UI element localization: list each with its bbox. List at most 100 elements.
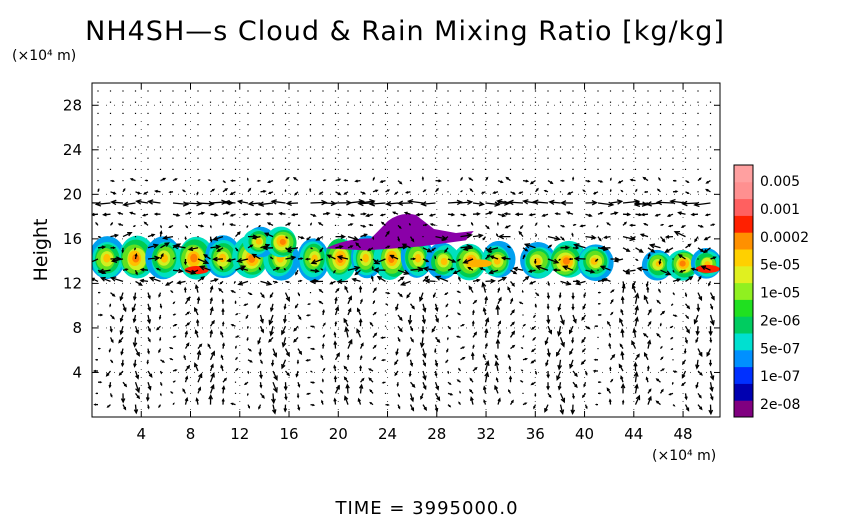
wind-vector-head bbox=[587, 179, 591, 183]
wind-vector-head bbox=[222, 222, 225, 225]
wind-vector bbox=[136, 200, 149, 204]
wind-vector bbox=[558, 359, 562, 370]
vector-dot bbox=[122, 157, 124, 159]
grid-dot bbox=[534, 377, 536, 378]
grid-dot bbox=[239, 337, 241, 338]
x-tick-label: 16 bbox=[279, 425, 298, 443]
vector-dot bbox=[147, 124, 149, 126]
wind-vector-head bbox=[709, 320, 715, 326]
vector-dot bbox=[422, 135, 424, 137]
grid-dot bbox=[210, 327, 211, 329]
grid-dot bbox=[362, 104, 363, 106]
grid-dot bbox=[618, 282, 619, 284]
vector-dot bbox=[534, 124, 537, 126]
grid-dot bbox=[394, 149, 395, 151]
wind-vector-head bbox=[482, 237, 486, 241]
wind-vector-head bbox=[229, 191, 234, 196]
vector-dot bbox=[222, 124, 224, 126]
wind-vector bbox=[547, 258, 559, 264]
grid-dot bbox=[387, 321, 389, 322]
grid-dot bbox=[194, 371, 195, 373]
grid-dot bbox=[485, 385, 487, 386]
wind-vector-head bbox=[139, 278, 145, 283]
vector-dot bbox=[697, 168, 699, 170]
grid-dot bbox=[122, 282, 123, 284]
vector-dot bbox=[172, 101, 174, 103]
grid-dot bbox=[633, 321, 635, 322]
wind-vector-head bbox=[458, 276, 461, 280]
wind-vector-head bbox=[92, 263, 93, 265]
wind-vector-head bbox=[132, 225, 136, 228]
wind-vector-head bbox=[599, 313, 603, 317]
vector-dot bbox=[184, 124, 187, 126]
vector-dot bbox=[559, 135, 562, 137]
grid-dot bbox=[146, 327, 147, 329]
vector-dot bbox=[159, 168, 162, 170]
wind-vector-head bbox=[380, 221, 385, 225]
grid-dot bbox=[98, 327, 99, 329]
wind-vector-head bbox=[494, 201, 501, 207]
colorbar-segment bbox=[734, 400, 753, 418]
wind-vector-head bbox=[243, 303, 247, 306]
wind-vector-head bbox=[695, 364, 700, 370]
wind-vector bbox=[709, 314, 715, 325]
grid-dot bbox=[337, 401, 339, 402]
grid-dot bbox=[485, 145, 487, 146]
wind-vector-head bbox=[648, 243, 656, 249]
grid-dot bbox=[322, 149, 323, 151]
wind-vector-head bbox=[258, 352, 263, 357]
wind-vector-head bbox=[399, 281, 406, 286]
wind-vector-head bbox=[269, 294, 273, 299]
vector-dot bbox=[322, 146, 324, 148]
grid-dot bbox=[288, 201, 290, 202]
wind-vector-head bbox=[379, 180, 384, 183]
wind-vector-head bbox=[620, 295, 625, 301]
cloud-cell bbox=[218, 253, 227, 263]
vector-dot bbox=[259, 112, 262, 114]
vector-dot bbox=[309, 135, 312, 137]
grid-dot bbox=[288, 393, 290, 394]
vector-dot bbox=[534, 168, 537, 170]
wind-vector-head bbox=[161, 360, 166, 363]
grid-dot bbox=[337, 89, 339, 90]
grid-dot bbox=[306, 149, 307, 151]
vector-dot bbox=[647, 168, 649, 170]
grid-dot bbox=[426, 371, 427, 373]
grid-dot bbox=[436, 281, 438, 282]
cloud-cell bbox=[590, 257, 598, 265]
wind-vector-head bbox=[462, 346, 466, 349]
wind-vector-head bbox=[638, 248, 644, 253]
grid-dot bbox=[626, 193, 627, 195]
grid-dot bbox=[485, 337, 487, 338]
grid-dot bbox=[130, 371, 131, 373]
wind-vector-head bbox=[212, 236, 219, 241]
grid-dot bbox=[522, 193, 523, 195]
grid-dot bbox=[146, 149, 147, 151]
vector-dot bbox=[397, 157, 399, 159]
wind-vector-head bbox=[681, 383, 685, 387]
colorbar-segment bbox=[734, 198, 753, 216]
grid-dot bbox=[514, 104, 515, 106]
wind-vector-head bbox=[634, 292, 640, 299]
wind-vector-head bbox=[598, 238, 602, 242]
grid-dot bbox=[450, 282, 451, 284]
wind-vector-head bbox=[573, 223, 577, 226]
wind-vector-head bbox=[98, 236, 102, 238]
wind-vector-head bbox=[373, 344, 377, 348]
vector-dot bbox=[522, 314, 524, 316]
wind-vector-head bbox=[246, 225, 249, 229]
vector-dot bbox=[509, 146, 512, 148]
grid-dot bbox=[337, 161, 339, 162]
wind-vector-head bbox=[669, 198, 676, 205]
wind-vector-head bbox=[495, 304, 501, 310]
wind-vector-head bbox=[218, 287, 222, 292]
wind-vector-head bbox=[95, 221, 98, 225]
vector-dot bbox=[434, 135, 437, 137]
wind-vector-head bbox=[198, 179, 201, 181]
wind-vector-head bbox=[210, 372, 215, 378]
wind-vector-head bbox=[286, 280, 290, 284]
grid-dot bbox=[674, 149, 675, 151]
grid-dot bbox=[584, 401, 586, 402]
vector-dot bbox=[509, 101, 512, 103]
wind-vector-head bbox=[507, 199, 514, 206]
